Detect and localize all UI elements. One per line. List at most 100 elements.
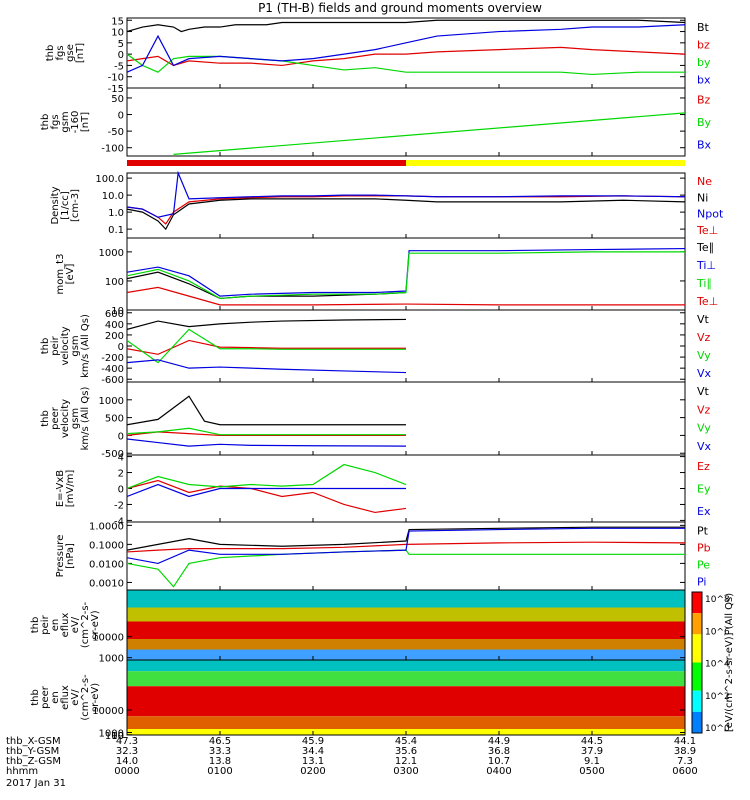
legend-Vx: Vx: [697, 367, 712, 380]
x-column-value: 7.3: [677, 756, 693, 767]
series-line-Vz: [126, 339, 406, 355]
y-axis-label-line: eV/: [70, 689, 81, 706]
mode-bar-segment: [127, 160, 406, 166]
series-line-Pb: [126, 541, 686, 553]
series-line-Vy: [126, 328, 406, 364]
heatmap-band: [127, 649, 685, 660]
colorbar-unit-label: [eV/(cm^2-s-sr-eV)] (All Qs): [724, 593, 735, 732]
x-column-value: 0100: [207, 766, 232, 777]
series-line-Vx: [126, 359, 407, 374]
x-column-value: 44.1: [674, 736, 696, 747]
y-axis-label-line: thb: [30, 689, 41, 706]
colorbar-tick-label: 10^2: [705, 692, 730, 702]
series-line-Bt: [126, 19, 686, 33]
y-tick-label: 0: [118, 50, 124, 61]
panel-peir_en_eflux: 10000 1000 thb peir en eflux eV/(cm^2-s-sr-eV): [30, 589, 686, 665]
legend-Vy: Vy: [697, 422, 711, 435]
y-axis-label: thb peir en eflux eV/(cm^2-s-sr-eV): [30, 601, 101, 648]
series-line-Vy: [126, 427, 406, 436]
y-axis-label-line: E=-VxB: [55, 470, 66, 507]
series-line-Te⊥: [126, 286, 685, 306]
y-tick-label: 0: [118, 342, 124, 353]
series-line-By: [173, 112, 686, 155]
y-axis-label-line: eflux: [60, 685, 71, 710]
y-tick-label: 0: [118, 485, 124, 496]
y-axis-label-line: [1/cc]: [60, 191, 71, 220]
y-axis-label-line: velocity: [60, 399, 71, 438]
panel-frame: [126, 172, 686, 239]
series-line-Ni: [126, 198, 686, 231]
legend-Te∥: Te∥: [696, 241, 714, 254]
panel-peer_velocity: 1000 500 0 -500 thb peer velocity gsm km/s (All …: [40, 381, 712, 460]
y-axis-label-line: km/s (All Qs): [80, 387, 91, 451]
x-column-value: 13.8: [209, 756, 231, 767]
x-row-label: thb_Y-GSM: [6, 746, 59, 757]
series-line-Pt: [126, 526, 685, 551]
x-column-value: 14.0: [116, 756, 138, 767]
y-axis-label-line: en: [50, 619, 61, 632]
x-column-value: 33.3: [209, 746, 231, 757]
y-axis-label: thb peir velocity gsm km/s (All Qs): [40, 314, 91, 378]
y-axis-label-line: fgs: [55, 45, 66, 60]
chart-title: P1 (TH-B) fields and ground moments over…: [258, 1, 542, 15]
x-column-value: 9.1: [584, 756, 600, 767]
y-tick-label: -5: [114, 61, 124, 72]
y-tick-label: 10.0: [102, 191, 124, 202]
panel-temperature: 1000 100 10 mom_t3 [eV] Te∥ Ti⊥ Ti∥ Te⊥: [55, 237, 718, 317]
colorbar-tick-label: 10^8: [705, 595, 730, 605]
y-axis-label-line: mom_t3: [55, 254, 66, 295]
y-tick-label: -15: [108, 84, 124, 95]
y-axis-label-line: km/s (All Qs): [80, 314, 91, 378]
y-axis-label: thb fgs gsm -160 [nT]: [40, 111, 91, 134]
y-tick-label: -4: [114, 516, 124, 527]
y-axis-label-line: en: [50, 691, 61, 704]
y-axis-label-line: sr-eV): [90, 683, 101, 712]
y-tick-label: 600: [105, 309, 124, 320]
y-axis-label-line: sr-eV): [90, 610, 101, 639]
panel-frame: [126, 381, 686, 456]
legend-Te⊥: Te⊥: [696, 224, 718, 237]
legend-Ey: Ey: [697, 483, 711, 496]
y-tick-label: 2: [118, 469, 124, 480]
y-tick-label: 1000: [99, 654, 124, 665]
y-axis-label-line: fgs: [50, 114, 61, 129]
series-line-Ti⊥: [126, 247, 686, 297]
x-row-label: hhmm: [6, 766, 38, 777]
y-axis-label-line: [cm-3]: [70, 189, 81, 222]
x-row-label: thb_X-GSM: [6, 736, 61, 747]
y-tick-label: 1000: [99, 729, 124, 740]
heatmap-band: [127, 607, 685, 622]
legend-Te⊥: Te⊥: [696, 295, 718, 308]
legend-Vt: Vt: [697, 385, 710, 398]
y-axis-label-line: -160: [70, 111, 81, 134]
y-tick-label: -200: [101, 353, 124, 364]
y-axis-label-line: Pressure: [55, 535, 66, 578]
heatmap-band: [127, 686, 685, 717]
colorbar-tick-label: 10^6: [705, 627, 730, 637]
series-line-Vt: [126, 395, 406, 426]
y-axis-label-line: [nT]: [80, 112, 91, 132]
y-axis-label-line: gsm: [70, 335, 81, 356]
y-tick-label: 0.1: [108, 225, 124, 236]
panel-density: 100.0 10.0 1.0 0.1 Density [1/cc] [cm-3] Ne Ni Np…: [50, 170, 724, 239]
x-column-value: 37.9: [581, 746, 603, 757]
y-axis-label-line: velocity: [60, 326, 71, 365]
y-axis-label: thb fgs gse [nT]: [45, 43, 86, 63]
y-tick-label: 0.1000: [89, 540, 124, 551]
x-column-value: 38.9: [674, 746, 696, 757]
x-row-label: thb_Z-GSM: [6, 756, 61, 767]
series-line-Ez: [126, 479, 407, 514]
x-column-value: 10.7: [488, 756, 510, 767]
y-axis-label-line: gsm: [70, 408, 81, 429]
series-line-Npot: [126, 170, 686, 218]
y-axis-label-line: thb: [40, 410, 51, 427]
legend-Ne: Ne: [697, 175, 712, 188]
legend-By: By: [697, 116, 712, 129]
y-tick-label: 10: [111, 28, 124, 39]
x-axis-labels: thb_X-GSMthb_Y-GSMthb_Z-GSMhhmm47.332.31…: [6, 736, 698, 789]
heatmap-band: [127, 590, 685, 608]
colorbar-frame: [691, 591, 703, 734]
legend-Npot: Npot: [697, 208, 724, 221]
